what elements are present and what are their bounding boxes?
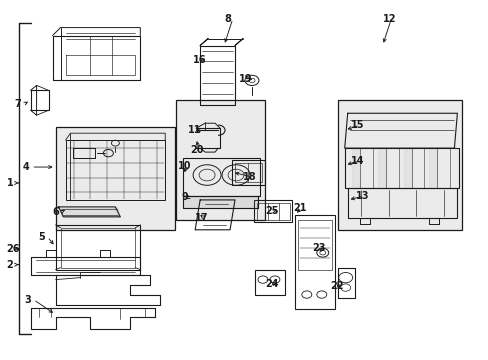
Text: 19: 19 — [239, 75, 252, 84]
Text: 4: 4 — [22, 162, 29, 172]
Bar — [347, 188, 456, 218]
Text: 6: 6 — [52, 207, 59, 217]
Text: 15: 15 — [350, 120, 364, 130]
Text: 13: 13 — [355, 191, 368, 201]
Bar — [294, 215, 334, 310]
Text: 12: 12 — [382, 14, 395, 24]
Text: 5: 5 — [39, 232, 45, 242]
Text: 18: 18 — [243, 172, 256, 182]
Text: 17: 17 — [195, 213, 208, 223]
Bar — [344, 148, 458, 188]
Text: 22: 22 — [329, 280, 343, 291]
Bar — [183, 158, 260, 196]
Text: 24: 24 — [264, 279, 278, 289]
Text: 7: 7 — [15, 99, 21, 109]
Text: 2: 2 — [7, 260, 13, 270]
Bar — [56, 225, 140, 270]
Bar — [297, 220, 331, 270]
Bar — [254, 270, 285, 294]
Text: 10: 10 — [178, 161, 191, 171]
Text: 8: 8 — [224, 14, 230, 24]
Bar — [56, 127, 175, 230]
Bar — [256, 203, 289, 220]
Bar — [232, 160, 264, 185]
Text: 26: 26 — [7, 244, 20, 254]
Text: 20: 20 — [190, 145, 203, 155]
Text: 3: 3 — [24, 294, 31, 305]
Text: 14: 14 — [350, 156, 364, 166]
Text: 25: 25 — [264, 206, 278, 216]
Bar — [235, 163, 262, 182]
Bar — [61, 228, 135, 268]
Bar — [176, 100, 264, 220]
Bar — [253, 200, 291, 222]
Text: 11: 11 — [188, 125, 201, 135]
Text: 9: 9 — [181, 192, 187, 202]
Text: 1: 1 — [7, 178, 13, 188]
Bar — [65, 140, 165, 200]
Text: 16: 16 — [193, 55, 206, 66]
Text: 21: 21 — [292, 203, 306, 213]
Text: 23: 23 — [311, 243, 325, 253]
Bar — [337, 100, 462, 230]
